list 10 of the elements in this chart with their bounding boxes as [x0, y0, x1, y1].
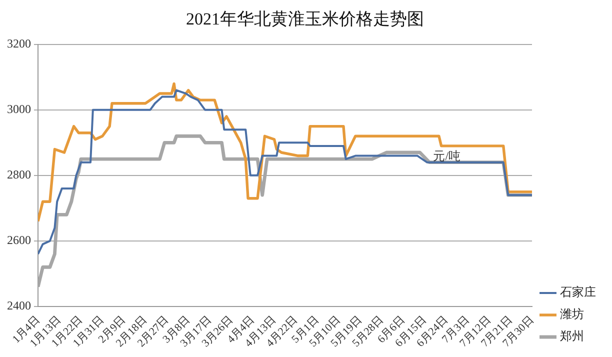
legend-label: 石家庄	[560, 285, 596, 300]
y-tick-label: 2400	[7, 298, 31, 313]
legend-label: 郑州	[560, 329, 584, 344]
annotation: 元/吨	[433, 149, 461, 164]
chart-title: 2021年华北黄淮玉米价格走势图	[186, 10, 424, 29]
legend-label: 潍坊	[560, 307, 584, 322]
y-tick-label: 3000	[7, 102, 31, 116]
y-tick-label: 2600	[7, 233, 31, 248]
y-tick-label: 3200	[7, 36, 31, 51]
y-tick-label: 2800	[7, 168, 31, 182]
